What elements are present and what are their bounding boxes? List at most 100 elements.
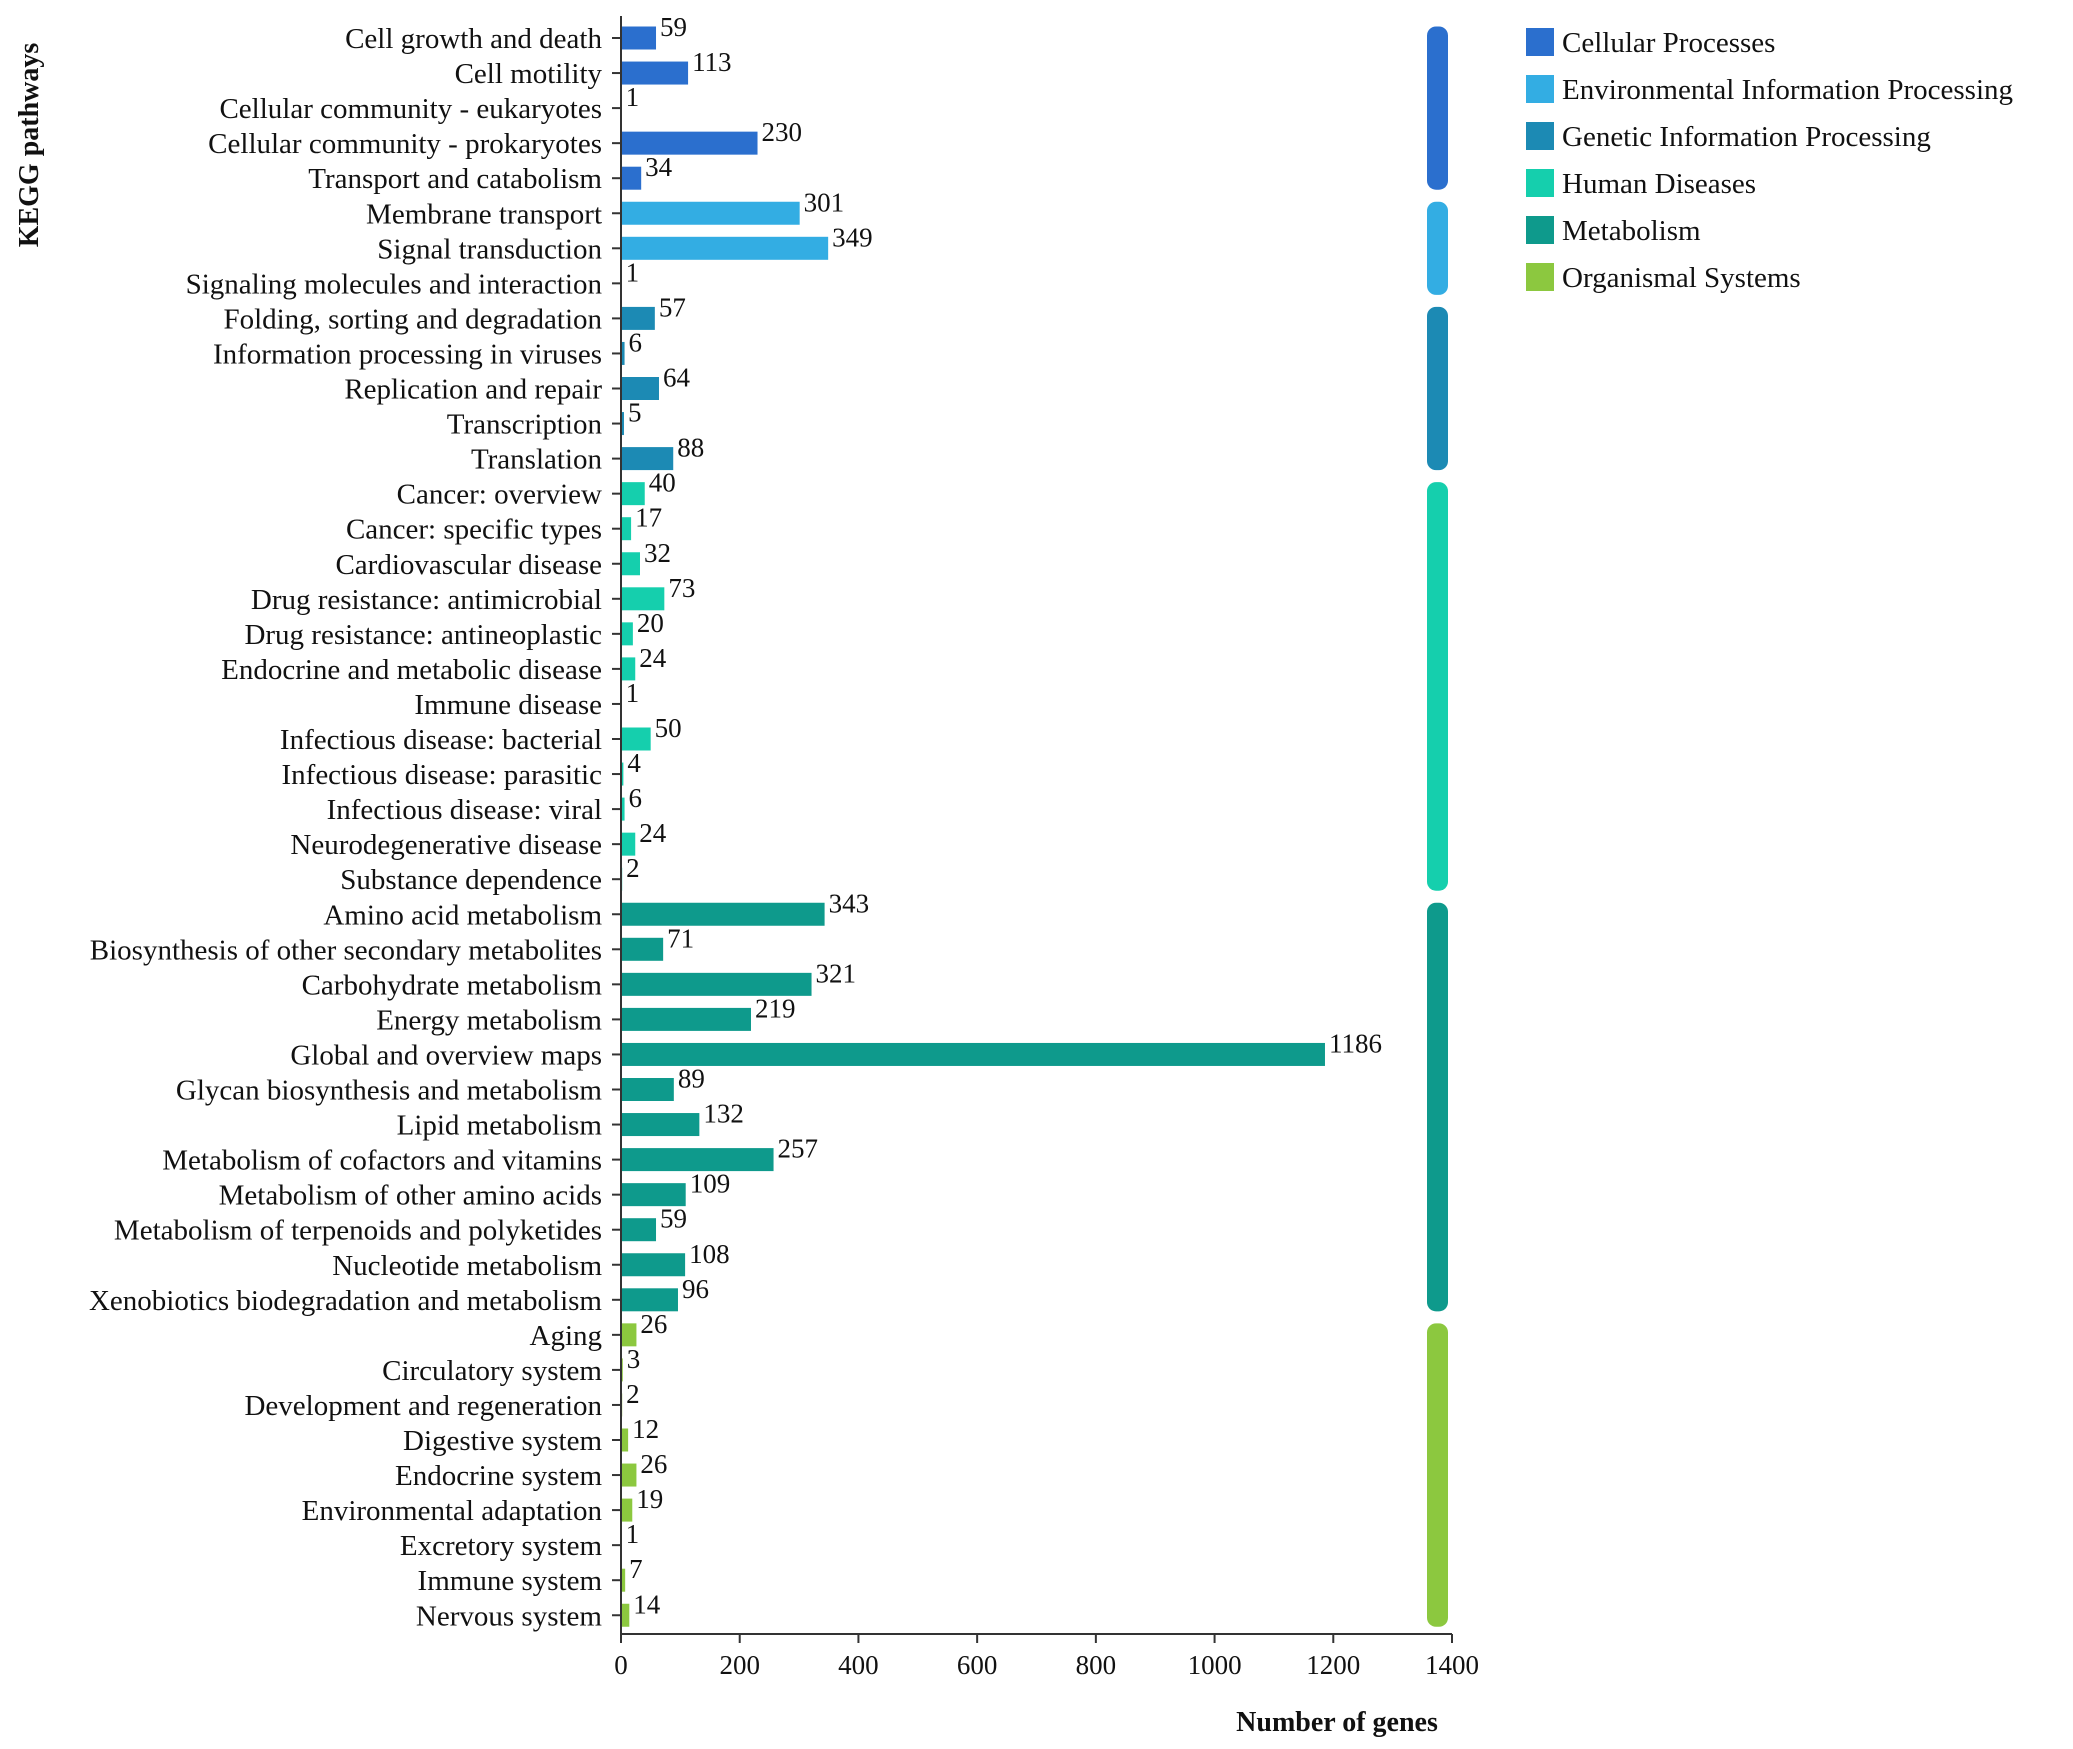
- bar-13: [621, 482, 645, 506]
- category-label-24: Substance dependence: [340, 864, 602, 896]
- value-label-17: 20: [637, 608, 664, 638]
- value-label-7: 1: [626, 257, 640, 287]
- legend-swatch-5: [1526, 263, 1554, 291]
- value-label-39: 2: [626, 1379, 640, 1409]
- category-label-9: Information processing in viruses: [213, 338, 602, 370]
- value-label-34: 59: [660, 1204, 687, 1234]
- category-label-7: Signaling molecules and interaction: [186, 268, 603, 300]
- bar-27: [621, 972, 812, 996]
- bars-layer: [621, 26, 1325, 1627]
- value-label-36: 96: [682, 1274, 709, 1304]
- value-label-5: 301: [804, 187, 845, 217]
- value-label-10: 64: [663, 363, 691, 393]
- category-label-16: Drug resistance: antimicrobial: [251, 584, 602, 616]
- x-axis-title: Number of genes: [1236, 1707, 1438, 1738]
- group-strip-3: [1427, 482, 1448, 891]
- group-strip-2: [1427, 306, 1448, 471]
- category-label-34: Metabolism of terpenoids and polyketides: [114, 1215, 602, 1247]
- legend-label-4: Metabolism: [1562, 215, 1701, 247]
- value-label-24: 2: [626, 853, 640, 883]
- category-label-5: Membrane transport: [366, 198, 602, 230]
- bar-32: [621, 1148, 774, 1172]
- category-label-37: Aging: [530, 1320, 603, 1352]
- value-label-9: 6: [629, 327, 643, 357]
- bar-33: [621, 1183, 686, 1207]
- category-label-4: Transport and catabolism: [308, 163, 602, 195]
- bar-36: [621, 1288, 678, 1312]
- legend-label-0: Cellular Processes: [1562, 27, 1775, 59]
- value-label-38: 3: [627, 1344, 641, 1374]
- value-label-23: 24: [639, 818, 667, 848]
- category-label-17: Drug resistance: antineoplastic: [244, 619, 602, 651]
- group-strip-5: [1427, 1323, 1448, 1627]
- category-label-32: Metabolism of cofactors and vitamins: [162, 1145, 602, 1177]
- category-label-31: Lipid metabolism: [397, 1110, 603, 1142]
- category-label-44: Immune system: [418, 1565, 603, 1597]
- value-label-42: 19: [636, 1484, 663, 1514]
- legend-label-5: Organismal Systems: [1562, 262, 1801, 294]
- x-tick-label-6: 1200: [1306, 1650, 1360, 1680]
- group-strip-1: [1427, 201, 1448, 295]
- bar-31: [621, 1113, 700, 1137]
- bar-3: [621, 131, 758, 155]
- legend-label-2: Genetic Information Processing: [1562, 121, 1931, 153]
- category-label-27: Carbohydrate metabolism: [302, 969, 603, 1001]
- value-label-0: 59: [660, 12, 687, 42]
- bar-37: [621, 1323, 637, 1347]
- value-label-22: 6: [629, 783, 643, 813]
- value-label-44: 7: [629, 1554, 643, 1584]
- value-label-4: 34: [645, 152, 673, 182]
- category-label-26: Biosynthesis of other secondary metaboli…: [90, 934, 602, 966]
- category-label-43: Excretory system: [400, 1530, 603, 1562]
- category-label-23: Neurodegenerative disease: [290, 829, 602, 861]
- value-label-8: 57: [659, 292, 686, 322]
- x-tick-label-4: 800: [1076, 1650, 1117, 1680]
- category-label-45: Nervous system: [416, 1600, 603, 1632]
- category-label-35: Nucleotide metabolism: [332, 1250, 602, 1282]
- category-label-1: Cell motility: [455, 58, 603, 90]
- value-label-35: 108: [689, 1239, 730, 1269]
- x-tick-label-0: 0: [614, 1650, 628, 1680]
- value-label-29: 1186: [1329, 1028, 1382, 1058]
- value-label-1: 113: [692, 47, 732, 77]
- category-label-21: Infectious disease: parasitic: [282, 759, 603, 791]
- bar-25: [621, 902, 825, 926]
- category-label-15: Cardiovascular disease: [335, 549, 602, 581]
- category-label-36: Xenobiotics biodegradation and metabolis…: [89, 1285, 602, 1317]
- value-label-15: 32: [644, 538, 671, 568]
- value-label-41: 26: [640, 1449, 667, 1479]
- bar-22: [621, 797, 625, 821]
- bar-15: [621, 552, 640, 576]
- category-label-2: Cellular community - eukaryotes: [219, 93, 602, 125]
- x-tick-label-1: 200: [719, 1650, 760, 1680]
- category-label-12: Translation: [471, 444, 603, 476]
- bar-12: [621, 447, 674, 471]
- bar-17: [621, 622, 633, 646]
- category-label-11: Transcription: [447, 409, 603, 441]
- value-label-11: 5: [628, 398, 642, 428]
- legend-swatch-4: [1526, 216, 1554, 244]
- bar-35: [621, 1253, 686, 1277]
- value-label-6: 349: [832, 222, 873, 252]
- category-label-25: Amino acid metabolism: [323, 899, 602, 931]
- category-label-40: Digestive system: [403, 1425, 602, 1457]
- category-label-19: Immune disease: [414, 689, 602, 721]
- category-label-8: Folding, sorting and degradation: [223, 303, 602, 335]
- group-strip-4: [1427, 902, 1448, 1312]
- value-label-28: 219: [755, 993, 796, 1023]
- bar-26: [621, 937, 664, 961]
- bar-16: [621, 587, 665, 611]
- value-label-20: 50: [655, 713, 682, 743]
- category-label-42: Environmental adaptation: [302, 1495, 603, 1527]
- legend-label-3: Human Diseases: [1562, 168, 1756, 200]
- value-label-33: 109: [690, 1169, 731, 1199]
- x-tick-label-7: 1400: [1425, 1650, 1479, 1680]
- axes: 0 200 400 600 800 1000 1200 1400: [612, 16, 1479, 1680]
- category-label-38: Circulatory system: [382, 1355, 602, 1387]
- bar-14: [621, 517, 632, 541]
- bar-18: [621, 657, 636, 681]
- bar-1: [621, 61, 689, 85]
- category-label-28: Energy metabolism: [376, 1004, 602, 1036]
- value-label-40: 12: [632, 1414, 659, 1444]
